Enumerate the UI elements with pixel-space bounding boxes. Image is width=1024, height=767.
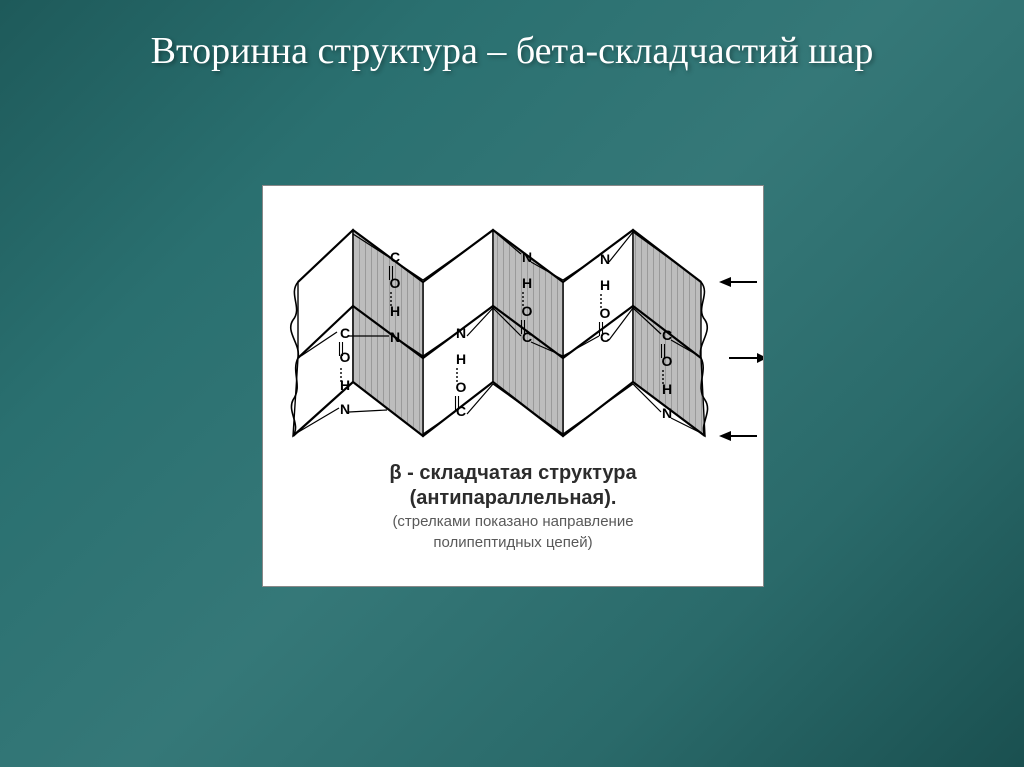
atom-label: C: [456, 403, 466, 419]
atom-label: N: [456, 325, 466, 341]
atom-label: H: [390, 303, 400, 319]
atom-label: H: [340, 377, 350, 393]
figure-caption: β - складчатая структура (антипараллельн…: [263, 461, 763, 553]
atom-label: H: [662, 381, 672, 397]
backbone-segment: [349, 410, 387, 412]
atom-label: H: [522, 275, 532, 291]
atom-label: C: [522, 329, 532, 345]
atom-label: H: [600, 277, 610, 293]
atom-label: C: [662, 327, 672, 343]
figure-panel: COHNNHOCCOHNNHOCNHOCCOHN β - складчатая …: [262, 185, 764, 587]
atom-label: O: [456, 379, 467, 395]
atom-label: C: [390, 249, 400, 265]
slide: Вторинна структура – бета-складчастий ша…: [0, 0, 1024, 767]
atom-label: N: [390, 329, 400, 345]
atom-label: O: [340, 349, 351, 365]
atom-label: N: [600, 251, 610, 267]
atom-label: O: [522, 303, 533, 319]
sheet-ridge: [293, 382, 705, 436]
atom-label: H: [456, 351, 466, 367]
caption-main-2: (антипараллельная).: [263, 486, 763, 511]
direction-arrow-head: [719, 431, 731, 441]
atom-label: C: [340, 325, 350, 341]
atom-label: N: [522, 249, 532, 265]
direction-arrow-head: [757, 353, 763, 363]
atom-label: O: [662, 353, 673, 369]
atom-label: N: [662, 405, 672, 421]
atom-label: N: [340, 401, 350, 417]
atom-label: C: [600, 329, 610, 345]
caption-main-1: β - складчатая структура: [263, 461, 763, 486]
slide-title: Вторинна структура – бета-складчастий ша…: [51, 0, 973, 76]
beta-sheet-diagram: COHNNHOCCOHNNHOCNHOCCOHN: [263, 186, 763, 456]
caption-sub-2: полипептидных цепей): [263, 534, 763, 553]
direction-arrow-head: [719, 277, 731, 287]
caption-sub-1: (стрелками показано направление: [263, 513, 763, 532]
atom-label: O: [390, 275, 401, 291]
atom-label: O: [600, 305, 611, 321]
